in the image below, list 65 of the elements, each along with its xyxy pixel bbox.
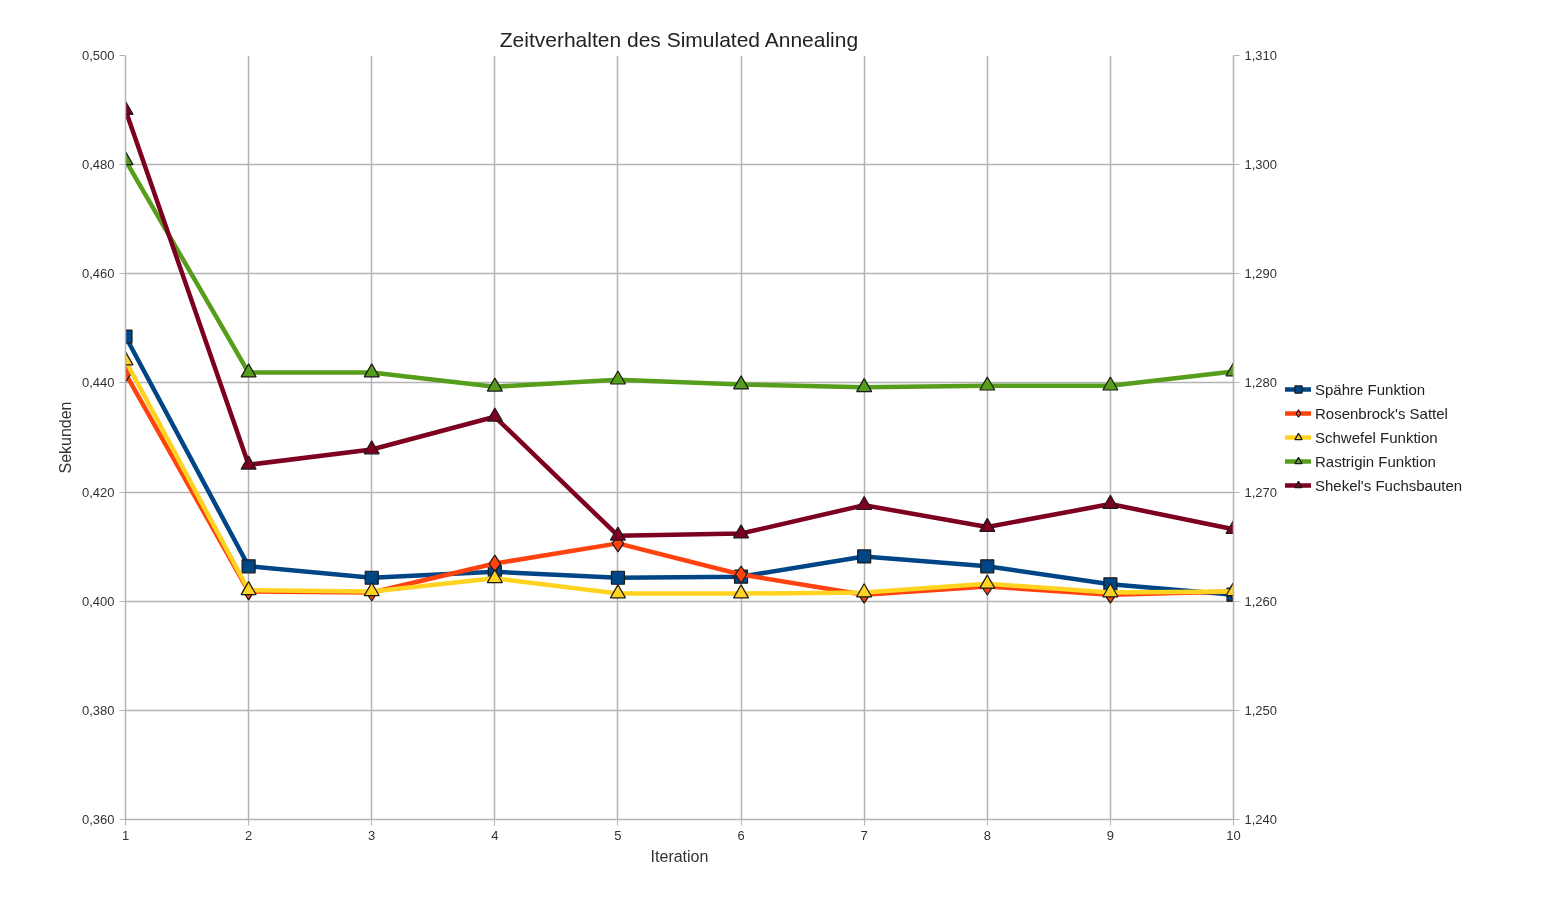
y-tick-label: 0,480 — [81, 157, 115, 173]
point — [488, 554, 502, 573]
point — [979, 517, 996, 532]
y2-tick-label: 1,290 — [1244, 266, 1278, 282]
chart-title: Zeitverhalten des Simulated Annealing — [499, 27, 859, 51]
point — [732, 375, 750, 390]
point — [364, 570, 379, 585]
point — [1102, 494, 1119, 510]
y2-tick-label: 1,310 — [1244, 48, 1278, 63]
point — [486, 377, 503, 392]
point — [363, 440, 380, 455]
x-axis-title: Iteration — [650, 847, 709, 865]
y2-tick-label: 1,300 — [1244, 157, 1278, 173]
y2-tick-label: 1,260 — [1244, 593, 1278, 609]
y-axis-title: Sekunden — [56, 401, 74, 474]
x-tick-label: 5 — [614, 827, 622, 843]
legend-label: Spähre Funktion — [1315, 380, 1426, 398]
point — [732, 524, 750, 539]
y-tick-label: 0,500 — [81, 48, 115, 63]
legend-label: Schwefel Funktion — [1315, 428, 1438, 446]
y2-tick-label: 1,240 — [1244, 812, 1278, 827]
y-tick-label: 0,400 — [81, 593, 115, 609]
y2-tick-label: 1,250 — [1244, 702, 1278, 718]
point — [609, 370, 627, 385]
point — [363, 363, 380, 378]
x-tick-label: 3 — [368, 827, 376, 843]
point — [734, 565, 748, 584]
y-tick-label: 0,440 — [81, 375, 115, 391]
legend-label: Rastrigin Funktion — [1315, 452, 1436, 470]
x-tick-label: 6 — [737, 827, 745, 843]
point — [486, 407, 503, 422]
point — [610, 570, 626, 585]
x-tick-label: 10 — [1226, 827, 1241, 843]
y2-tick-label: 1,280 — [1244, 375, 1278, 391]
x-tick-label: 9 — [1106, 827, 1115, 843]
point — [979, 376, 996, 391]
point — [980, 559, 995, 574]
point — [856, 583, 873, 598]
point — [241, 559, 256, 574]
point — [240, 455, 257, 470]
y2-tick-label: 1,270 — [1244, 484, 1278, 500]
y-tick-label: 0,420 — [81, 484, 115, 500]
point — [732, 584, 750, 599]
point — [1102, 376, 1119, 391]
legend-label: Shekel's Fuchsbauten — [1315, 476, 1463, 494]
point — [486, 569, 503, 584]
point — [1102, 583, 1119, 598]
point — [856, 378, 873, 393]
point — [609, 584, 627, 599]
point — [979, 574, 996, 589]
x-tick-label: 2 — [245, 827, 253, 843]
point — [240, 363, 257, 378]
x-tick-label: 7 — [860, 827, 868, 843]
legend-label: Rosenbrock's Sattel — [1315, 404, 1448, 422]
x-tick-label: 1 — [121, 827, 130, 843]
point — [856, 495, 873, 511]
y-tick-label: 0,380 — [81, 702, 115, 718]
x-tick-label: 4 — [491, 827, 499, 843]
point — [857, 549, 872, 564]
point — [609, 526, 627, 541]
x-tick-label: 8 — [983, 827, 991, 843]
point — [240, 581, 257, 596]
y-tick-label: 0,360 — [81, 812, 115, 827]
y-tick-label: 0,460 — [81, 266, 115, 282]
point — [363, 582, 380, 597]
